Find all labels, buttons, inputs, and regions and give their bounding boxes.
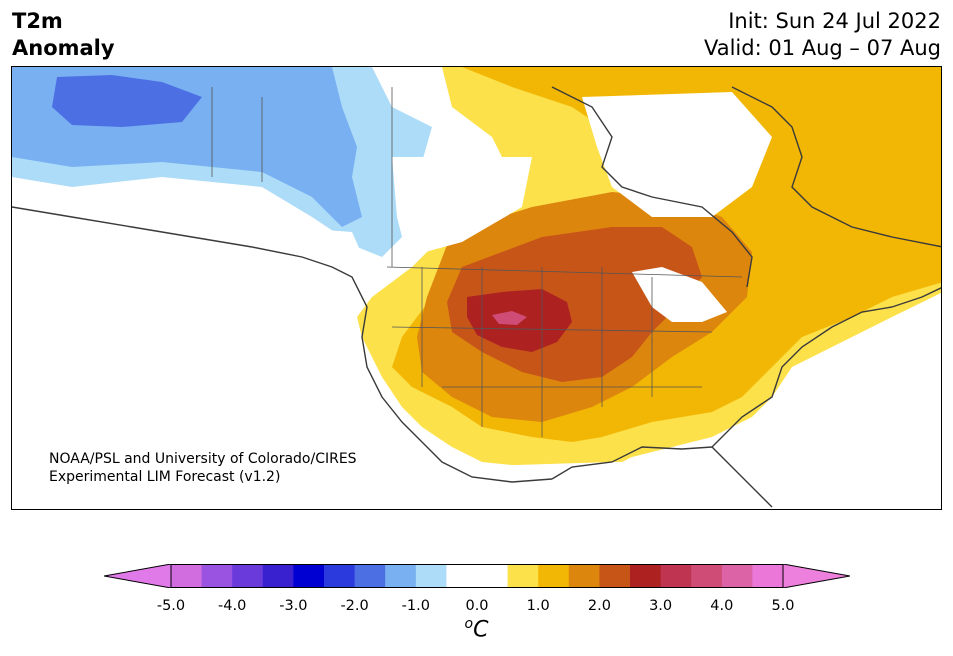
colorbar-svg: [103, 563, 851, 589]
init-date: Init: Sun 24 Jul 2022: [728, 9, 941, 33]
colorbar-segment: [660, 564, 692, 588]
colorbar-segment: [446, 564, 478, 588]
state-borders: [211, 87, 743, 437]
colorbar-segment: [507, 564, 539, 588]
colorbar-segment: [232, 564, 264, 588]
colorbar-unit: oC: [0, 616, 953, 642]
colorbar-tick-label: -1.0: [401, 598, 430, 614]
anomaly-field-pos6: [492, 311, 527, 325]
colorbar-segment: [293, 564, 325, 588]
colorbar-tick-label: 3.0: [649, 598, 673, 614]
colorbar-tick-label: -4.0: [218, 598, 247, 614]
colorbar-ticks: -5.0 -4.0 -3.0 -2.0 -1.0 0.0 1.0 2.0 3.0 4.0 5.0: [0, 598, 953, 618]
unit-superscript: o: [464, 616, 474, 632]
map-title-line1: T2m: [12, 9, 63, 33]
credit-line1: NOAA/PSL and University of Colorado/CIRE…: [49, 451, 357, 467]
colorbar-tick-label: 2.0: [587, 598, 611, 614]
colorbar-segment: [171, 564, 203, 588]
colorbar-segment: [630, 564, 662, 588]
neutral-zone-hudson: [582, 92, 772, 217]
colorbar-outline: [170, 564, 784, 588]
unit-symbol: C: [473, 617, 489, 643]
credit-text: NOAA/PSL and University of Colorado/CIRE…: [49, 450, 357, 486]
anomaly-map: [11, 66, 942, 510]
colorbar-tick-label: -2.0: [340, 598, 369, 614]
colorbar-over-arrow: [782, 563, 851, 589]
colorbar-segment: [721, 564, 753, 588]
colorbar-tick-label: -3.0: [279, 598, 308, 614]
colorbar-under-arrow: [103, 563, 172, 589]
colorbar-segment: [262, 564, 294, 588]
colorbar-segment: [385, 564, 417, 588]
colorbar-segment: [691, 564, 723, 588]
map-svg: [12, 67, 941, 509]
colorbar-tick-label: 4.0: [710, 598, 734, 614]
colorbar-segment: [752, 564, 784, 588]
colorbar-segment: [599, 564, 631, 588]
colorbar-segment: [201, 564, 233, 588]
neutral-zone-pacific: [12, 207, 452, 509]
colorbar-segment: [354, 564, 386, 588]
colorbar-tick-label: 1.0: [526, 598, 550, 614]
colorbar-segment: [568, 564, 600, 588]
colorbar-segment: [324, 564, 356, 588]
neutral-zone-canada: [392, 157, 532, 257]
colorbar-tick-label: 0.0: [465, 598, 489, 614]
map-title-line2: Anomaly: [12, 36, 115, 60]
colorbar-segment: [538, 564, 570, 588]
anomaly-field-neg3: [52, 75, 202, 127]
valid-range: Valid: 01 Aug – 07 Aug: [703, 36, 941, 60]
neutral-zone-greatlakes: [632, 267, 727, 322]
colorbar-tick-label: -5.0: [156, 598, 186, 614]
colorbar-tick-label: 5.0: [771, 598, 795, 614]
neutral-zone-gulf: [432, 348, 941, 509]
colorbar-segment: [415, 564, 447, 588]
run-info: Init: Sun 24 Jul 2022 Valid: 01 Aug – 07…: [704, 8, 941, 62]
coastlines: [12, 86, 941, 508]
colorbar: [103, 563, 851, 589]
colorbar-segment: [477, 564, 509, 588]
credit-line2: Experimental LIM Forecast (v1.2): [49, 469, 281, 485]
map-title: T2m Anomaly: [12, 8, 115, 62]
